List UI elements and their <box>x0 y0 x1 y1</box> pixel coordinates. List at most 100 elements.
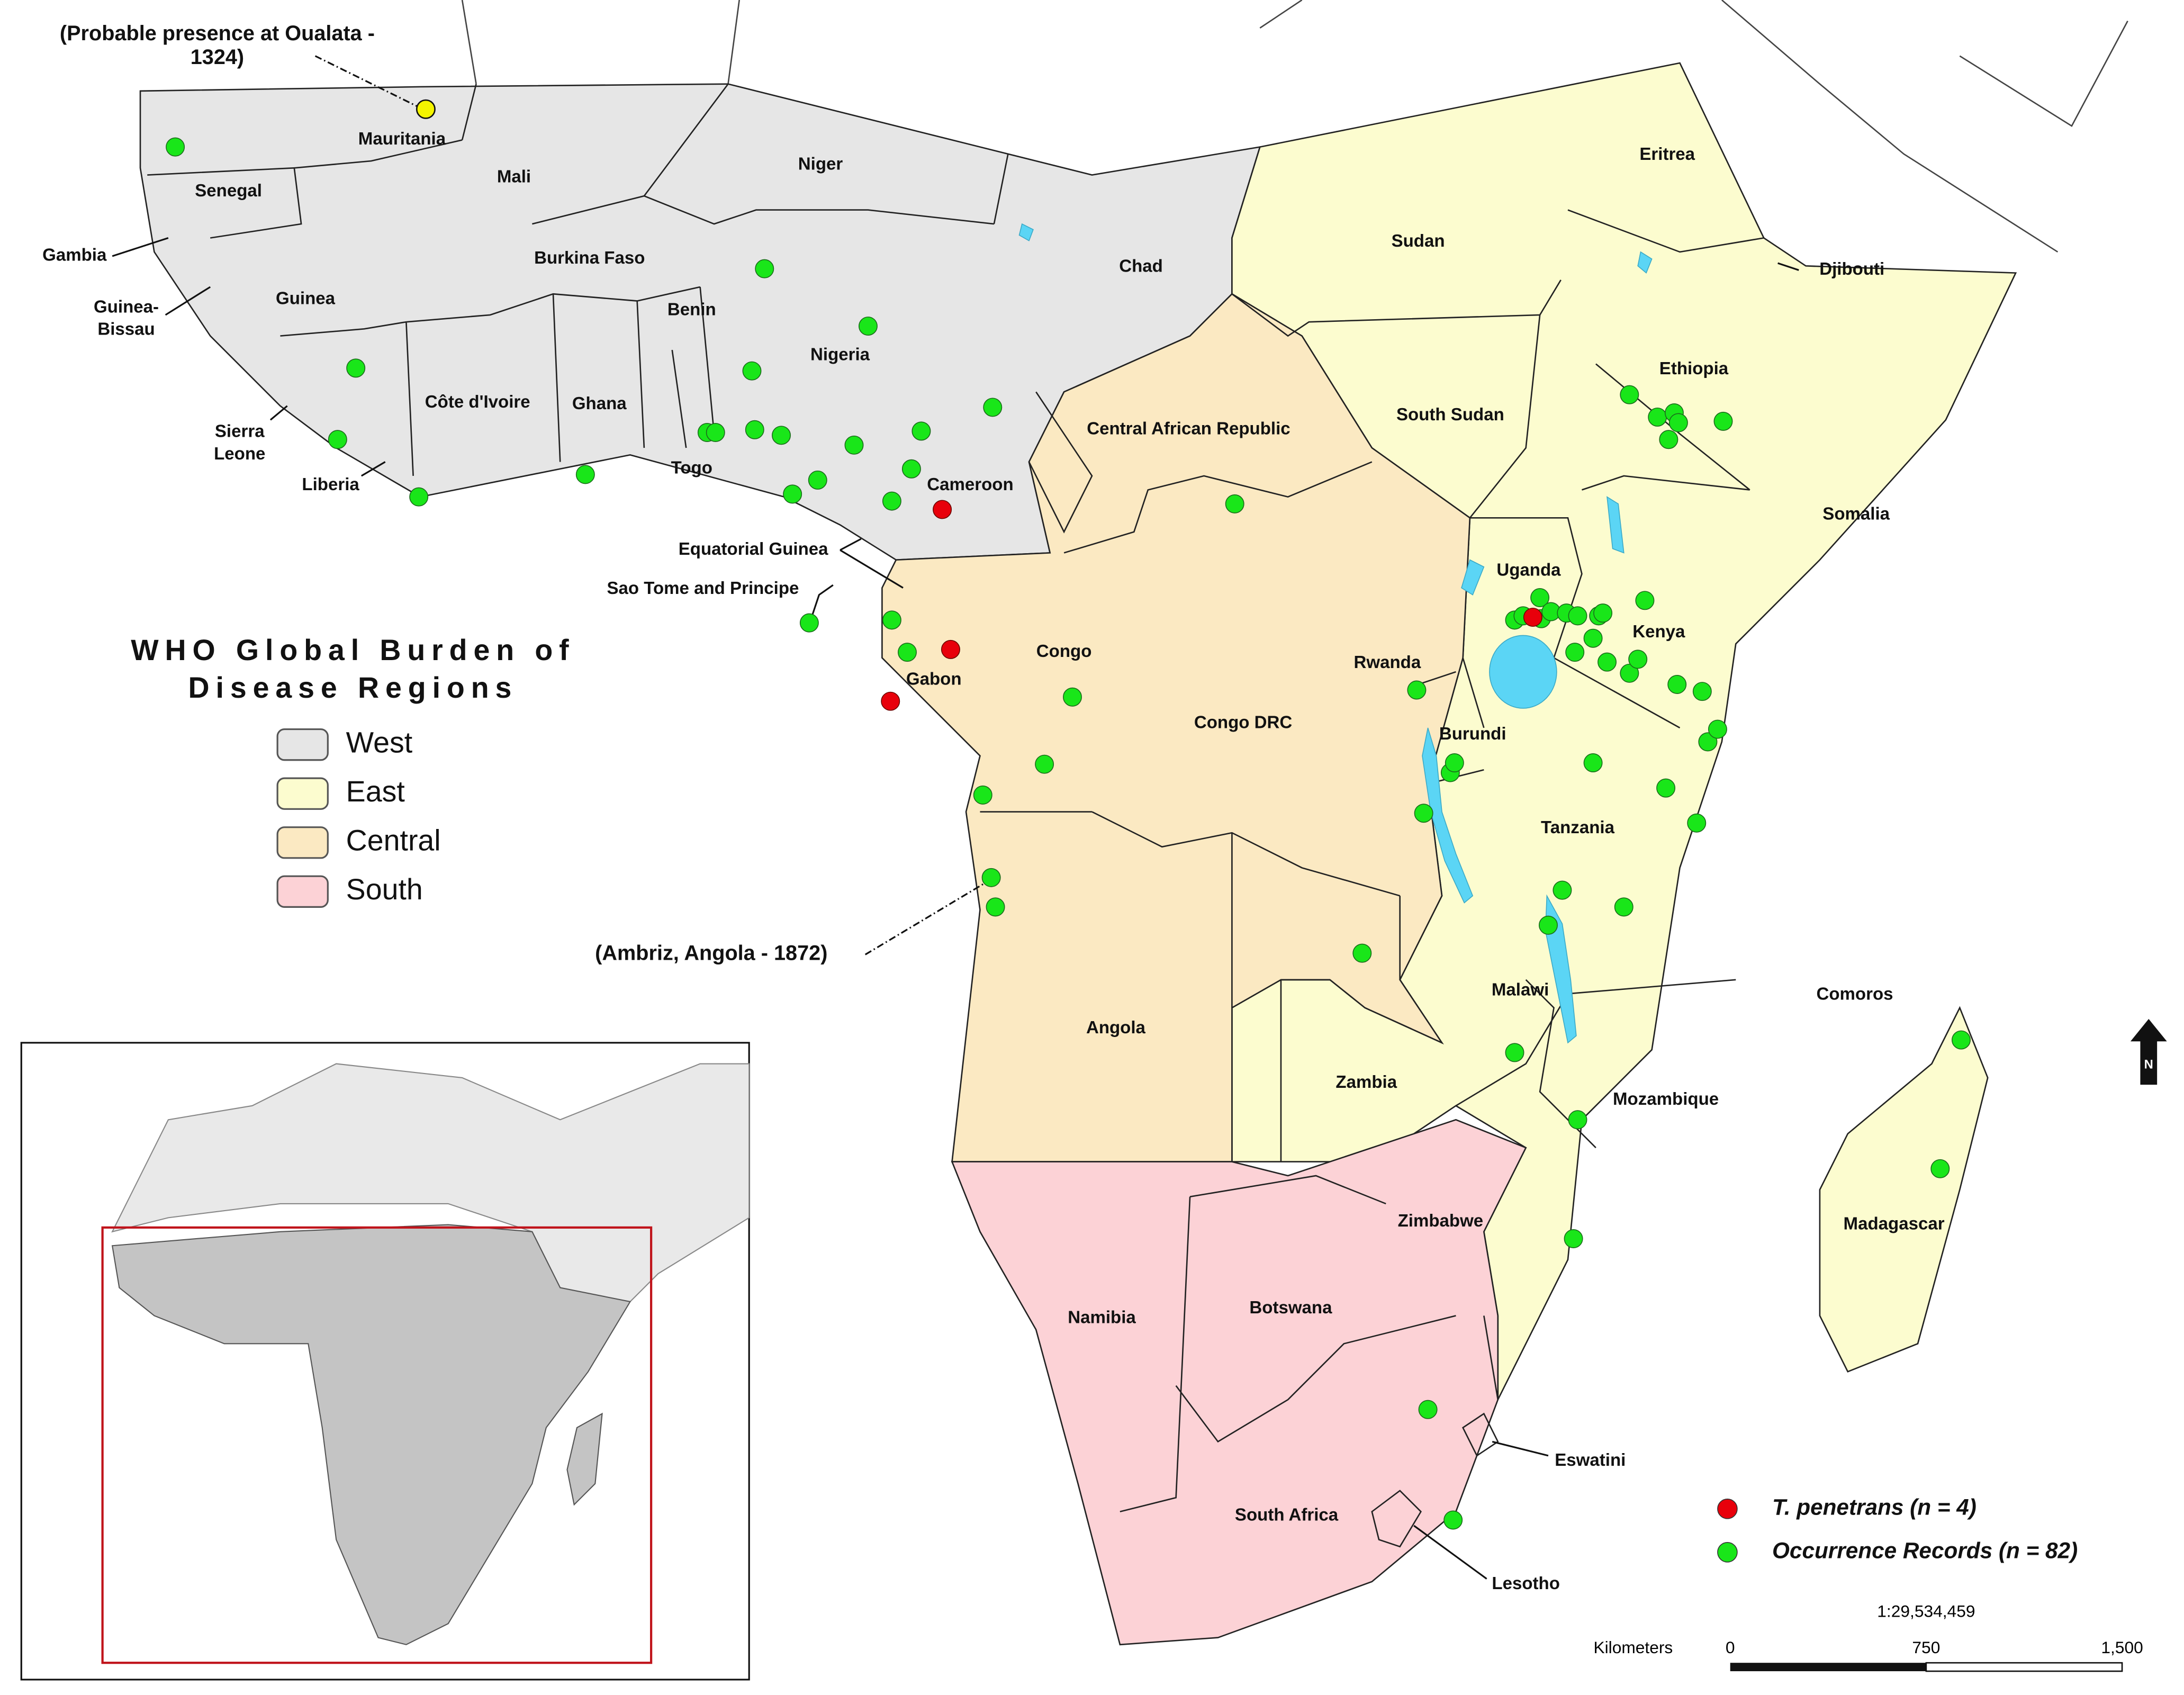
legend-marker <box>1717 1542 1738 1563</box>
occurrence-point <box>1538 915 1558 935</box>
occurrence-point <box>1443 1510 1463 1530</box>
leader-line <box>1777 262 1799 271</box>
lake <box>1018 223 1653 596</box>
country-label: Botswana <box>1249 1298 1332 1318</box>
penetrans-point <box>881 691 900 711</box>
country-label: Senegal <box>195 181 262 201</box>
country-label: Mozambique <box>1613 1089 1719 1109</box>
lake <box>1489 635 1557 709</box>
scale-tick: 0 <box>1726 1638 1735 1657</box>
annotation: (Ambriz, Angola - 1872) <box>595 942 827 965</box>
country-label: South Africa <box>1235 1505 1339 1525</box>
occurrence-point <box>981 868 1001 887</box>
legend-label: West <box>346 726 413 759</box>
occurrence-point <box>1583 628 1603 648</box>
record-legend: T. penetrans (n = 4) Occurrence Records (… <box>1717 1495 2078 1563</box>
scale-tick: 1,500 <box>2101 1638 2143 1657</box>
country-label: Liberia <box>302 475 359 494</box>
occurrence-point <box>1708 719 1727 739</box>
occurrence-point <box>1667 674 1687 694</box>
occurrence-point <box>882 610 901 630</box>
scale-ratio: 1:29,534,459 <box>1877 1601 1975 1620</box>
leader-line <box>864 881 988 955</box>
country-label: Guinea <box>276 289 336 309</box>
occurrence-point <box>1593 603 1613 623</box>
country-label: Congo <box>1036 642 1092 661</box>
country-label: Tanzania <box>1541 818 1615 837</box>
occurrence-point <box>166 137 185 157</box>
legend-label: Occurrence Records (n = 82) <box>1772 1538 2078 1563</box>
occurrence-point <box>346 358 366 378</box>
country-label: Zimbabwe <box>1398 1211 1484 1231</box>
occurrence-point <box>1225 494 1244 513</box>
annotation-line: 1324) <box>191 46 244 69</box>
occurrence-point <box>1445 753 1464 773</box>
country-label: Sao Tome and Principe <box>607 579 799 598</box>
occurrence-point <box>1530 588 1550 608</box>
occurrence-point <box>808 470 827 490</box>
occurrence-point <box>1035 754 1054 774</box>
country-label: Nigeria <box>810 345 870 364</box>
occurrence-point <box>1352 943 1372 963</box>
occurrence-point <box>1614 897 1634 917</box>
occurrence-point <box>1668 413 1688 432</box>
leader-line <box>314 55 423 110</box>
leader-line <box>1492 1440 1549 1457</box>
country-label: Cameroon <box>927 475 1013 494</box>
oualata-point <box>416 99 436 119</box>
north-arrow: N <box>2130 1018 2167 1085</box>
country-label: Burundi <box>1439 724 1506 744</box>
occurrence-point <box>745 420 764 439</box>
country-label: Central African Republic <box>1087 419 1290 438</box>
country-label: Sierra <box>215 422 265 441</box>
penetrans-point <box>941 639 960 659</box>
country-label: Congo DRC <box>1194 713 1292 733</box>
occurrence-point <box>1553 880 1572 900</box>
region <box>881 293 1471 1162</box>
country-label: Somalia <box>1822 504 1890 524</box>
scale-tick: 750 <box>1912 1638 1940 1657</box>
north-arrow-shape <box>2130 1018 2167 1085</box>
occurrence-point <box>897 643 917 662</box>
occurrence-point <box>986 897 1005 917</box>
country-label: Zambia <box>1335 1072 1397 1092</box>
north-label: N <box>2144 1057 2153 1071</box>
occurrence-points <box>166 99 1971 1530</box>
annotation-line: (Probable presence at Oualata - <box>60 22 375 46</box>
country-label: Namibia <box>1068 1308 1136 1327</box>
country-label: Togo <box>671 458 712 478</box>
country-label: Malawi <box>1492 980 1549 1000</box>
country-label: Ethiopia <box>1659 359 1729 378</box>
country-label: Guinea- <box>94 297 159 317</box>
legend-label: Central <box>346 824 441 856</box>
occurrence-point <box>783 484 802 504</box>
occurrence-point <box>1620 663 1639 683</box>
occurrence-point <box>706 423 725 443</box>
occurrence-point <box>1407 680 1427 700</box>
legend-label: T. penetrans (n = 4) <box>1772 1495 1977 1520</box>
occurrence-point <box>1635 591 1655 610</box>
leader-line <box>840 538 904 589</box>
occurrence-point <box>1687 813 1707 833</box>
country-label: Lesotho <box>1492 1574 1560 1593</box>
occurrence-point <box>755 259 774 278</box>
occurrence-point <box>1565 643 1585 662</box>
country-label: Mali <box>497 167 531 187</box>
lake <box>1422 727 1474 904</box>
country-label: Ghana <box>572 394 627 413</box>
country-label: Chad <box>1119 257 1163 276</box>
penetrans-point <box>1523 608 1542 627</box>
leader-line <box>811 584 834 616</box>
occurrence-point <box>1930 1159 1950 1178</box>
country-label: South Sudan <box>1396 405 1504 425</box>
legend-swatch <box>276 728 329 761</box>
occurrence-point <box>1692 682 1712 701</box>
country-label: Equatorial Guinea <box>679 539 828 559</box>
occurrence-point <box>1952 1030 1971 1050</box>
legend-title: Disease Regions <box>188 671 518 704</box>
leader-line <box>112 237 169 257</box>
occurrence-point <box>328 430 347 449</box>
occurrence-point <box>409 487 429 507</box>
legend-label: South <box>346 873 423 906</box>
